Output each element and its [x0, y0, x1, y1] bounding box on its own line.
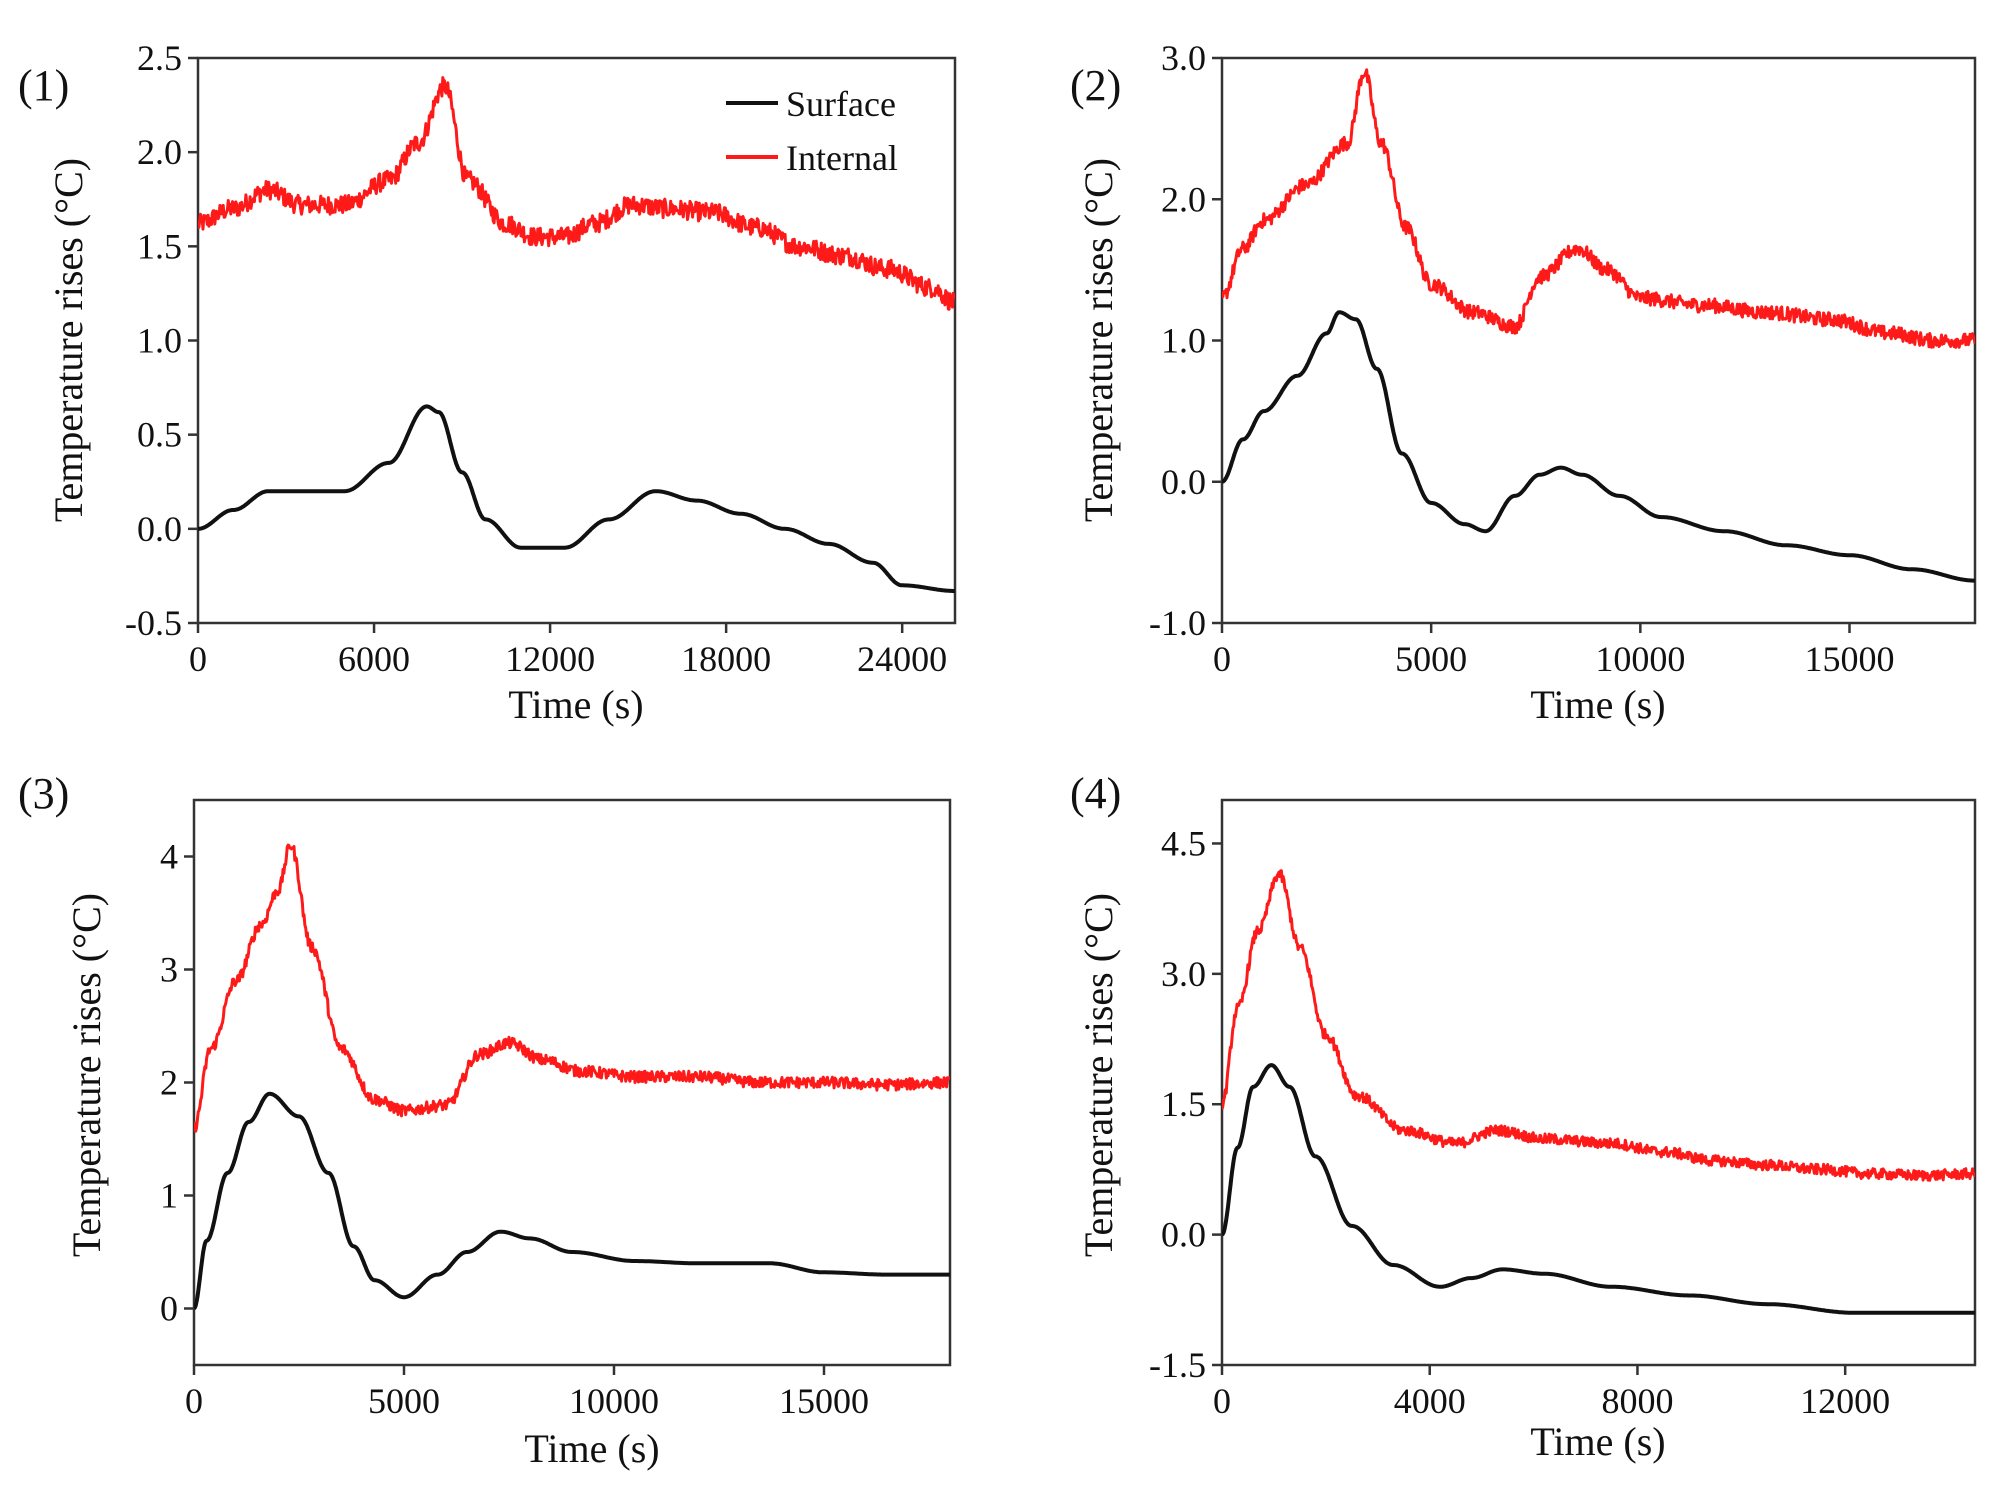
x-axis-title: Time (s)	[524, 1426, 659, 1471]
x-tick-label: 4000	[1394, 1381, 1466, 1421]
y-tick-label: -1.0	[1149, 603, 1206, 643]
panel-label: (4)	[1070, 769, 1121, 818]
chart-panel-1: (1) -0.5 0.0 0.5 1.0 1.5 2.0 2.5 0 6000 12000 18000…	[18, 38, 957, 727]
y-tick-label: 4	[160, 837, 178, 877]
x-tick-label: 12000	[505, 639, 595, 679]
series-line-internal	[1222, 869, 1975, 1182]
y-axis-title: Temperature rises (°C)	[1076, 893, 1121, 1257]
x-tick-label: 8000	[1601, 1381, 1673, 1421]
legend-label-internal: Internal	[786, 138, 898, 178]
x-tick-label: 10000	[569, 1381, 659, 1421]
x-tick-label: 15000	[779, 1381, 869, 1421]
legend: Surface Internal	[726, 84, 898, 178]
y-tick-label: 3.0	[1161, 38, 1206, 78]
y-tick-label: 3	[160, 950, 178, 990]
y-axis-title: Temperature rises (°C)	[1076, 158, 1121, 522]
series-line-internal	[1222, 68, 1975, 349]
x-tick-label: 18000	[681, 639, 771, 679]
y-tick-label: 2.0	[137, 132, 182, 172]
series-line-surface	[194, 1091, 950, 1311]
x-tick-label: 0	[1213, 639, 1231, 679]
x-tick-label: 0	[189, 639, 207, 679]
series-line-surface	[1222, 310, 1975, 583]
y-tick-label: 0.0	[137, 509, 182, 549]
y-axis-title: Temperature rises (°C)	[46, 158, 91, 522]
chart-panels: (1)-0.50.00.51.01.52.02.50 6000 12000 18000…	[18, 38, 1977, 1471]
panel-label: (3)	[18, 769, 69, 818]
y-tick-label: 1.5	[1161, 1084, 1206, 1124]
panel-label: (2)	[1070, 61, 1121, 110]
y-tick-label: 1.5	[137, 226, 182, 266]
x-tick-label: 0	[185, 1381, 203, 1421]
y-tick-label: 3.0	[1161, 954, 1206, 994]
x-tick-label: 24000	[857, 639, 947, 679]
y-axis-title: Temperature rises (°C)	[64, 893, 109, 1257]
y-tick-label: 1.0	[137, 321, 182, 361]
y-tick-label: 1	[160, 1176, 178, 1216]
x-tick-label: 15000	[1805, 639, 1895, 679]
series-line-internal	[198, 76, 955, 311]
y-tick-label: 0	[160, 1289, 178, 1329]
x-axis-title: Time (s)	[508, 682, 643, 727]
y-tick-label: -0.5	[125, 603, 182, 643]
panel-label: (1)	[18, 61, 69, 110]
y-tick-label: 4.5	[1161, 823, 1206, 863]
y-tick-label: 0.0	[1161, 462, 1206, 502]
y-tick-label: 2.0	[1161, 179, 1206, 219]
y-tick-label: -1.5	[1149, 1345, 1206, 1385]
x-tick-label: 6000	[338, 639, 410, 679]
chart-panel-3: (3) 0 1 2 3 4 0 5000 10000 15000 Time (s) Temperatu…	[18, 769, 952, 1471]
chart-panel-4: (4) -1.5 0.0 1.5 3.0 4.5 0 4000 8000 12000 Time (s…	[1070, 769, 1977, 1464]
x-tick-label: 5000	[368, 1381, 440, 1421]
series-line-surface	[1222, 1063, 1975, 1315]
chart-panel-2: (2) -1.0 0.0 1.0 2.0 3.0 0 5000 10000 15000 Time (…	[1070, 38, 1977, 727]
x-tick-label: 0	[1213, 1381, 1231, 1421]
x-tick-label: 10000	[1595, 639, 1685, 679]
plot-frame	[1220, 798, 1977, 1367]
x-tick-label: 5000	[1395, 639, 1467, 679]
y-tick-label: 2.5	[137, 38, 182, 78]
y-tick-label: 2	[160, 1063, 178, 1103]
x-axis-title: Time (s)	[1530, 682, 1665, 727]
y-tick-label: 1.0	[1161, 321, 1206, 361]
x-tick-label: 12000	[1800, 1381, 1890, 1421]
x-axis-title: Time (s)	[1530, 1419, 1665, 1464]
y-tick-label: 0.0	[1161, 1215, 1206, 1255]
series-line-surface	[198, 404, 955, 593]
y-tick-label: 0.5	[137, 415, 182, 455]
legend-label-surface: Surface	[786, 84, 896, 124]
series-line-internal	[194, 843, 950, 1133]
